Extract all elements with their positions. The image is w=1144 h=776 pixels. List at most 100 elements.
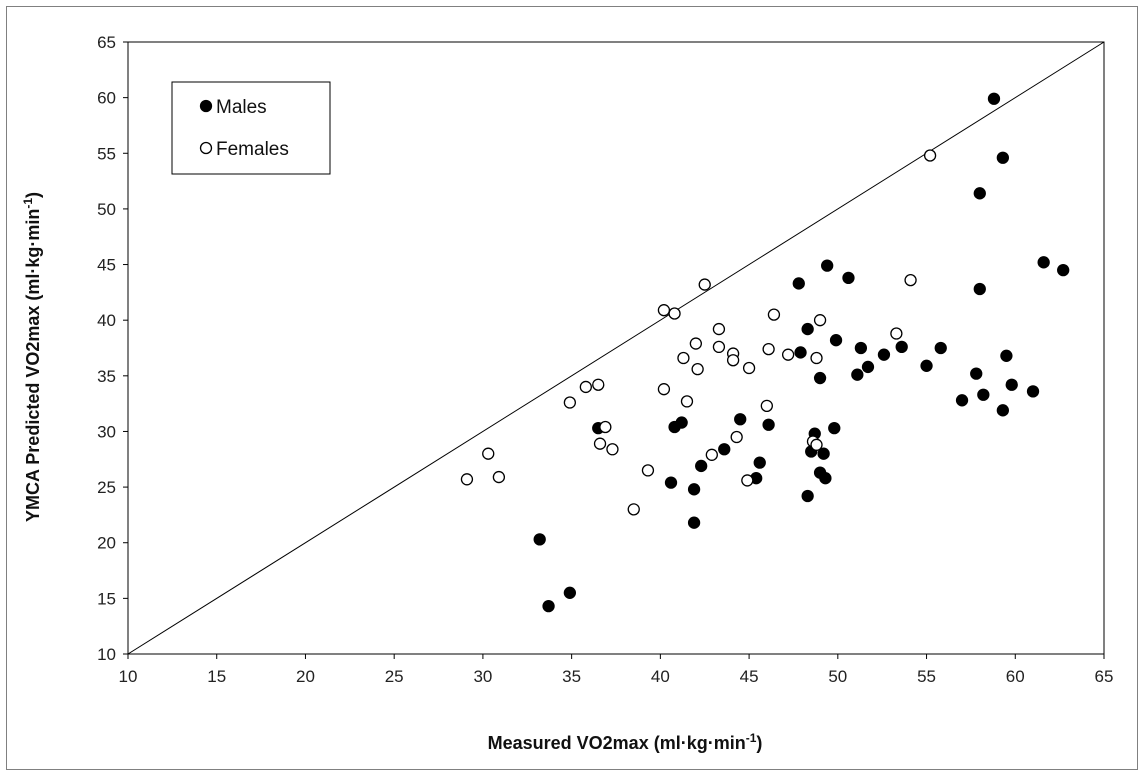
- x-tick-label: 50: [828, 667, 847, 686]
- male-data-point: [687, 516, 701, 529]
- female-data-point: [810, 438, 823, 451]
- female-data-point: [890, 327, 903, 340]
- male-data-point: [851, 368, 864, 381]
- female-data-point: [641, 464, 655, 477]
- legend-marker-males: [199, 99, 213, 113]
- female-data-point: [712, 340, 726, 354]
- y-tick-label: 60: [97, 89, 116, 108]
- legend: Males Females: [171, 81, 331, 175]
- x-tick-label: 45: [740, 667, 759, 686]
- x-axis-title: Measured VO2max (ml·kg·min-1): [488, 731, 763, 753]
- female-data-point: [691, 362, 704, 376]
- male-data-point: [828, 421, 841, 435]
- female-data-point: [813, 314, 827, 327]
- male-data-point: [895, 340, 908, 354]
- male-data-point: [1037, 256, 1050, 269]
- scatter-chart: 10 15 20 25 30 35 40 45 50 55 60 65 10 15 20 25 30 35 40 45…: [21, 33, 1114, 753]
- female-data-point: [593, 437, 607, 450]
- male-data-point: [1000, 349, 1013, 362]
- female-data-point: [726, 354, 740, 367]
- male-data-point: [973, 282, 986, 296]
- male-data-point: [877, 348, 891, 361]
- legend-label-females: Females: [216, 139, 289, 160]
- male-data-point: [753, 456, 766, 469]
- male-data-point: [801, 489, 814, 503]
- female-data-point: [579, 380, 592, 394]
- female-data-point: [482, 447, 495, 460]
- male-data-point: [861, 360, 875, 374]
- male-data-point: [792, 277, 805, 290]
- male-data-point: [996, 404, 1010, 417]
- male-data-point: [1026, 385, 1040, 398]
- male-data-point: [1057, 263, 1070, 277]
- data-points: [460, 92, 1070, 613]
- male-data-point: [821, 259, 834, 272]
- female-data-point: [904, 273, 917, 287]
- male-data-point: [687, 483, 701, 496]
- x-tick-label: 20: [296, 667, 315, 686]
- y-tick-label: 10: [97, 645, 116, 664]
- y-tick-label: 55: [97, 144, 116, 163]
- legend-box: [171, 81, 331, 175]
- male-data-point: [829, 334, 843, 347]
- x-tick-label: 65: [1095, 667, 1114, 686]
- y-tick-label: 40: [97, 311, 116, 330]
- identity-line-group: [127, 41, 1105, 655]
- female-data-point: [657, 304, 671, 317]
- female-data-point: [712, 322, 726, 336]
- male-data-point: [970, 367, 983, 380]
- male-data-point: [668, 420, 681, 434]
- male-data-point: [542, 600, 555, 613]
- male-data-point: [819, 472, 832, 485]
- legend-label-males: Males: [216, 97, 267, 118]
- y-tick-label: 45: [97, 256, 116, 275]
- female-data-point: [923, 149, 937, 162]
- y-tick-label: 65: [97, 33, 116, 52]
- female-data-point: [592, 378, 605, 391]
- female-data-point: [460, 473, 474, 486]
- female-data-point: [606, 443, 619, 456]
- y-tick-label: 20: [97, 534, 116, 553]
- y-tick-label: 50: [97, 200, 116, 219]
- male-data-point: [718, 443, 731, 456]
- male-data-point: [762, 418, 775, 431]
- female-data-point: [760, 399, 773, 413]
- y-tick-label: 25: [97, 478, 116, 497]
- female-data-point: [741, 474, 754, 487]
- female-data-point: [762, 342, 775, 356]
- female-data-point: [599, 420, 612, 434]
- male-data-point: [734, 413, 747, 426]
- y-tick-label: 30: [97, 422, 116, 441]
- female-data-point: [810, 351, 823, 365]
- male-data-point: [664, 476, 678, 489]
- x-tick-label: 10: [119, 667, 138, 686]
- male-data-point: [973, 187, 986, 200]
- male-data-point: [533, 533, 546, 546]
- x-tick-label: 30: [473, 667, 492, 686]
- x-tick-label: 25: [385, 667, 404, 686]
- female-data-point: [627, 503, 640, 516]
- female-data-point: [742, 361, 756, 375]
- male-data-point: [920, 359, 933, 372]
- female-data-point: [730, 430, 743, 444]
- male-data-point: [563, 586, 577, 599]
- chart-frame: 10 15 20 25 30 35 40 45 50 55 60 65 10 15 20 25 30 35 40 45…: [6, 6, 1138, 770]
- x-tick-label: 35: [562, 667, 581, 686]
- female-data-point: [668, 307, 681, 320]
- female-data-point: [689, 337, 703, 350]
- female-data-point: [563, 396, 577, 409]
- legend-marker-females: [199, 141, 213, 155]
- female-data-point: [705, 448, 718, 461]
- x-tick-label: 15: [207, 667, 226, 686]
- male-data-point: [996, 151, 1010, 164]
- male-data-point: [695, 459, 708, 473]
- x-tick-label: 55: [917, 667, 936, 686]
- male-data-point: [987, 92, 1001, 105]
- female-data-point: [698, 278, 711, 291]
- x-tick-label: 40: [651, 667, 670, 686]
- female-data-point: [677, 351, 690, 365]
- x-tick-label: 60: [1006, 667, 1025, 686]
- male-data-point: [801, 322, 814, 336]
- male-data-point: [934, 341, 947, 355]
- y-tick-label: 15: [97, 589, 116, 608]
